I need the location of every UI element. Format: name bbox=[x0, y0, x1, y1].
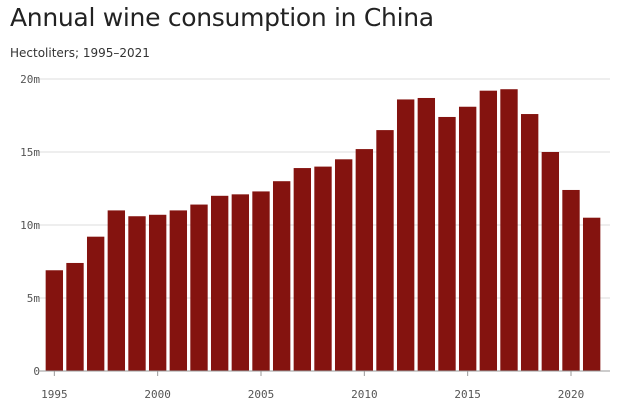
bar-2004 bbox=[231, 194, 250, 371]
bar-2000 bbox=[148, 214, 167, 371]
x-tick-label-2015: 2015 bbox=[454, 388, 481, 401]
bar-2003 bbox=[210, 195, 229, 371]
bar-2007 bbox=[293, 168, 312, 371]
y-tick-label-20: 20m bbox=[20, 73, 40, 86]
bar-2016 bbox=[479, 90, 498, 372]
y-tick-label-10: 10m bbox=[20, 219, 40, 232]
y-axis: 0 5m 10m 15m 20m bbox=[20, 73, 40, 378]
bar-2011 bbox=[376, 130, 394, 371]
bars bbox=[45, 89, 601, 372]
bar-2020 bbox=[562, 189, 580, 371]
y-tick-label-5: 5m bbox=[27, 292, 41, 305]
x-tick-label-2020: 2020 bbox=[558, 388, 585, 401]
y-tick-label-0: 0 bbox=[33, 365, 40, 378]
bar-2005 bbox=[252, 191, 270, 371]
x-tick-label-2010: 2010 bbox=[351, 388, 378, 401]
bar-2002 bbox=[190, 204, 208, 371]
y-tick-label-15: 15m bbox=[20, 146, 40, 159]
bar-1995 bbox=[45, 270, 64, 371]
bar-2012 bbox=[396, 99, 415, 371]
bar-2010 bbox=[355, 149, 374, 371]
bar-1999 bbox=[128, 216, 146, 371]
x-axis: 1995 2000 2005 2010 2015 2020 bbox=[38, 370, 610, 401]
x-tick-label-2000: 2000 bbox=[144, 388, 171, 401]
bar-2021 bbox=[582, 217, 601, 371]
bar-2013 bbox=[417, 97, 436, 371]
bar-1997 bbox=[86, 236, 105, 371]
bar-2006 bbox=[272, 181, 291, 371]
x-tick-label-1995: 1995 bbox=[41, 388, 68, 401]
x-tick-label-2005: 2005 bbox=[248, 388, 275, 401]
bar-2018 bbox=[520, 114, 539, 371]
bar-2014 bbox=[438, 116, 456, 372]
bar-2001 bbox=[169, 210, 188, 371]
chart-title: Annual wine consumption in China bbox=[10, 3, 434, 32]
bar-2008 bbox=[314, 166, 332, 371]
bar-2009 bbox=[334, 159, 353, 371]
bar-2017 bbox=[500, 89, 518, 371]
chart-subtitle: Hectoliters; 1995–2021 bbox=[10, 46, 150, 60]
bar-1996 bbox=[66, 262, 84, 371]
bar-2019 bbox=[541, 152, 560, 371]
bar-2015 bbox=[458, 106, 477, 372]
bar-1998 bbox=[107, 210, 126, 371]
